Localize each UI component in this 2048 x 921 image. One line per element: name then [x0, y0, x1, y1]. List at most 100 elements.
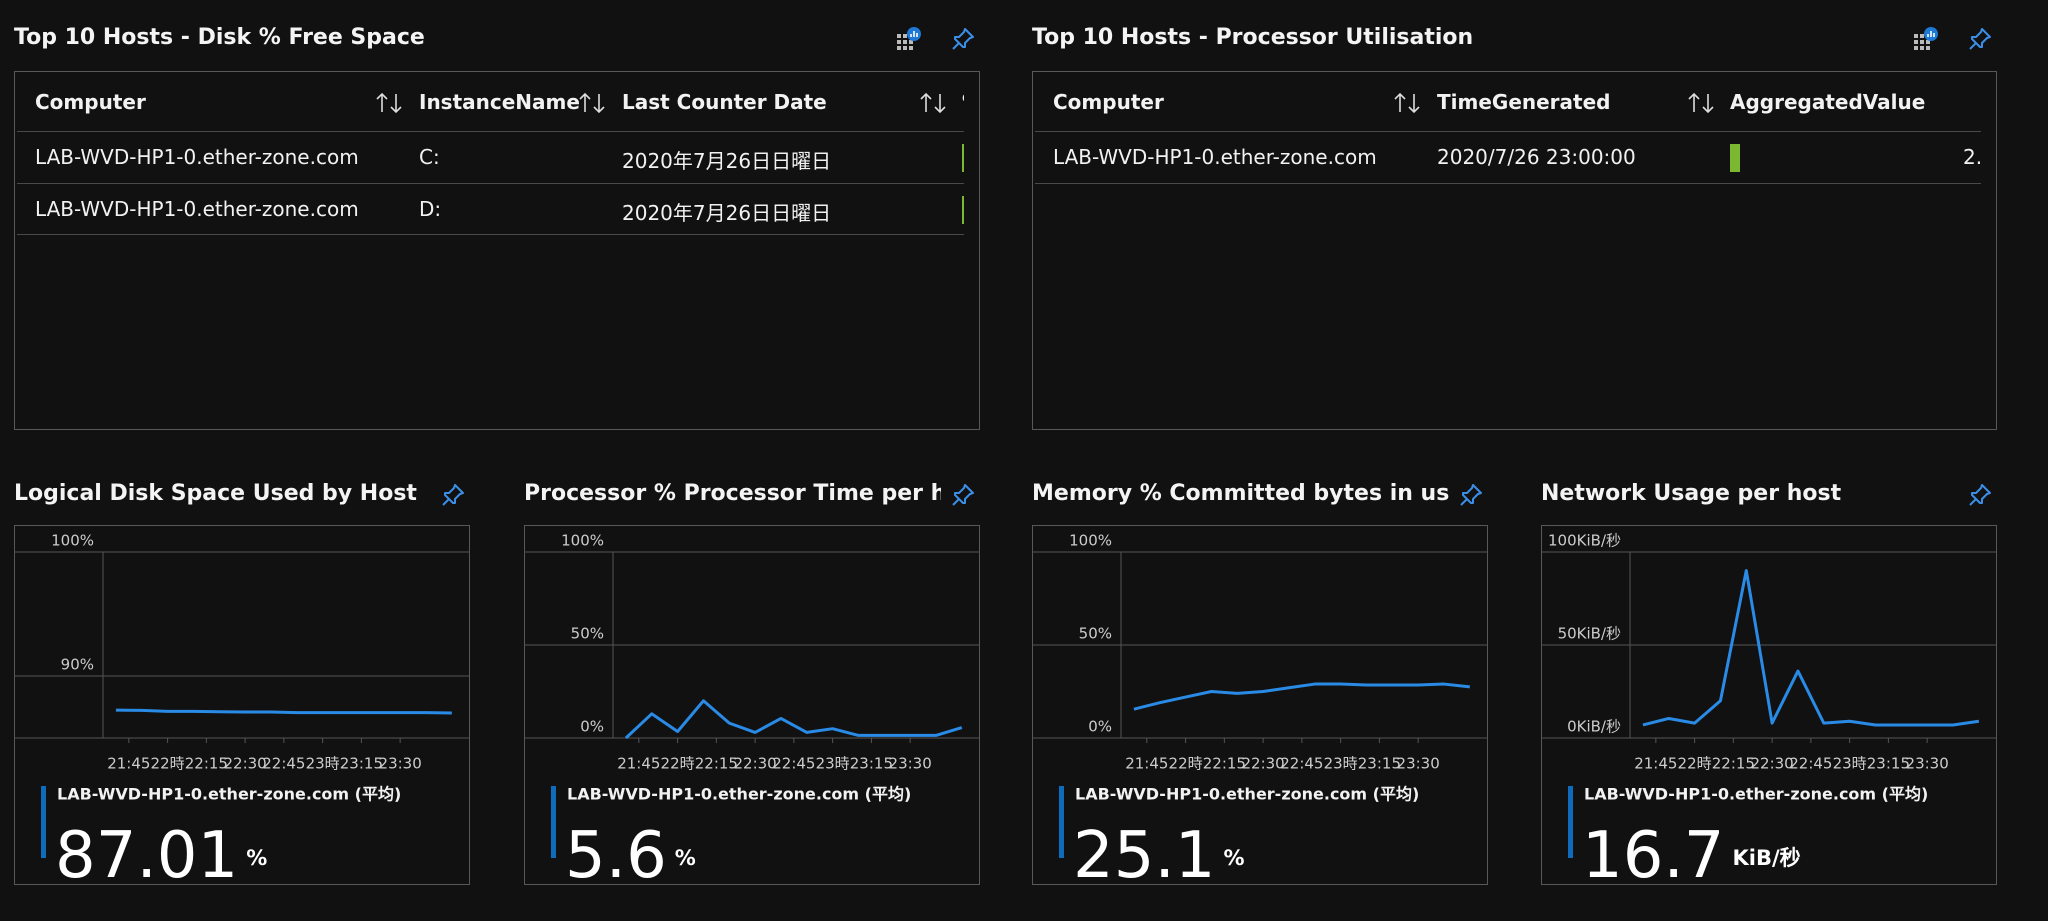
x-tick-label: 23:15: [1867, 755, 1910, 773]
column-header[interactable]: InstanceName: [419, 90, 580, 114]
legend-label: LAB-WVD-HP1-0.ether-zone.com (平均): [57, 785, 401, 804]
icon-cell: [1920, 40, 1924, 44]
x-tick-label: 23時: [1833, 755, 1867, 773]
table-cell: 2.6%: [1963, 145, 1981, 169]
pin-icon: [952, 484, 974, 506]
y-tick-label: 0KiB/秒: [1567, 718, 1621, 736]
tile-title: Top 10 Hosts - Processor Utilisation: [1032, 25, 1474, 50]
row-divider: [1035, 183, 1981, 184]
table-cell: C:: [419, 145, 440, 169]
y-tick-label: 90%: [61, 656, 94, 674]
icon-cell: [909, 40, 913, 44]
table-cell: LAB-WVD-HP1-0.ether-zone.com: [35, 197, 359, 221]
icon-bars: [910, 31, 918, 37]
summary: 25.1%: [1073, 819, 1245, 893]
sort-button[interactable]: [578, 91, 608, 115]
legend-swatch: [551, 786, 556, 858]
table-cell: 2020年7月26日日曜日: [622, 149, 832, 173]
pin-button[interactable]: [951, 27, 975, 51]
sort-arrows: [579, 92, 605, 114]
summary-unit: KiB/秒: [1733, 846, 1801, 870]
legend-label: LAB-WVD-HP1-0.ether-zone.com (平均): [1075, 785, 1419, 804]
x-tick-label: 21:45: [107, 755, 150, 773]
pin-button[interactable]: [1968, 27, 1992, 51]
summary: 16.7 KiB/秒: [1582, 819, 1801, 893]
sort-button[interactable]: [1393, 91, 1423, 115]
table-cell: 2020/7/26 23:00:00: [1437, 145, 1636, 169]
row-divider: [1035, 131, 1981, 132]
column-header[interactable]: AggregatedValue: [1730, 90, 1926, 114]
column-header[interactable]: Computer: [35, 90, 146, 114]
pin-icon: [952, 28, 974, 50]
x-tick-label: 22:45: [262, 755, 305, 773]
pin-icon: [1460, 484, 1482, 506]
tile-border: [1032, 525, 1488, 885]
table: Computer TimeGenerated AggregatedValue LAB-…: [1033, 72, 1981, 412]
tile-title: Top 10 Hosts - Disk % Free Space: [14, 25, 425, 50]
y-tick-label: 100%: [561, 532, 604, 550]
pin-button[interactable]: [1968, 483, 1992, 507]
x-tick-label: 22:15: [1712, 755, 1755, 773]
x-tick-label: 22:30: [223, 755, 266, 773]
legend-label: LAB-WVD-HP1-0.ether-zone.com (平均): [567, 785, 911, 804]
chart-button[interactable]: [1912, 26, 1940, 52]
x-tick-label: 22:30: [1241, 755, 1284, 773]
icon-cell: [903, 34, 907, 38]
value-bar: [1730, 144, 1740, 172]
column-header[interactable]: %: [962, 90, 964, 114]
icon-cell: [1914, 40, 1918, 44]
x-tick-label: 22:45: [1789, 755, 1832, 773]
icon-cell: [1914, 34, 1918, 38]
x-tick-label: 23:15: [340, 755, 383, 773]
tile-border: [1541, 525, 1997, 885]
x-tick-label: 23:30: [1906, 755, 1949, 773]
table-cell: D:: [419, 197, 442, 221]
x-tick-label: 22:30: [1750, 755, 1793, 773]
tile-border: [14, 525, 470, 885]
pin-button[interactable]: [1459, 483, 1483, 507]
summary: 5.6%: [565, 819, 696, 893]
x-tick-label: 23時: [1324, 755, 1358, 773]
icon-cell: [1920, 34, 1924, 38]
sort-button[interactable]: [919, 91, 949, 115]
pin-button[interactable]: [441, 483, 465, 507]
sort-arrows: [1394, 92, 1420, 114]
x-tick-label: 23:15: [1358, 755, 1401, 773]
summary-value: 25.1: [1073, 819, 1216, 893]
row-divider: [17, 234, 964, 235]
chart-button[interactable]: [895, 26, 923, 52]
y-tick-label: 100%: [51, 532, 94, 550]
x-tick-label: 22時: [1169, 755, 1203, 773]
x-tick-label: 22時: [1678, 755, 1712, 773]
x-tick-label: 22:15: [695, 755, 738, 773]
series-line: [624, 699, 963, 740]
tile-title: Logical Disk Space Used by Host: [14, 481, 417, 506]
x-tick-label: 23:30: [889, 755, 932, 773]
x-tick-label: 23:15: [850, 755, 893, 773]
sort-button[interactable]: [1687, 91, 1717, 115]
column-header[interactable]: Computer: [1053, 90, 1164, 114]
summary-unit: %: [1224, 846, 1245, 870]
series-line: [115, 708, 452, 715]
pin-button[interactable]: [951, 483, 975, 507]
icon-cell: [897, 46, 901, 50]
sort-button[interactable]: [375, 91, 405, 115]
column-header[interactable]: TimeGenerated: [1437, 90, 1611, 114]
icon-cell: [1926, 46, 1930, 50]
summary-unit: %: [246, 846, 267, 870]
x-tick-label: 22時: [661, 755, 695, 773]
column-header[interactable]: Last Counter Date: [622, 90, 827, 114]
tile-border: [524, 525, 980, 885]
series-line: [1133, 682, 1470, 711]
icon-cell: [1920, 46, 1924, 50]
tile-title: Memory % Committed bytes in use pe: [1032, 481, 1449, 506]
pin-icon: [1969, 28, 1991, 50]
table: Computer InstanceName Last Counter Date% LA…: [15, 72, 964, 412]
summary: 87.01%: [55, 819, 267, 893]
row-divider: [17, 183, 964, 184]
x-tick-label: 23:30: [379, 755, 422, 773]
